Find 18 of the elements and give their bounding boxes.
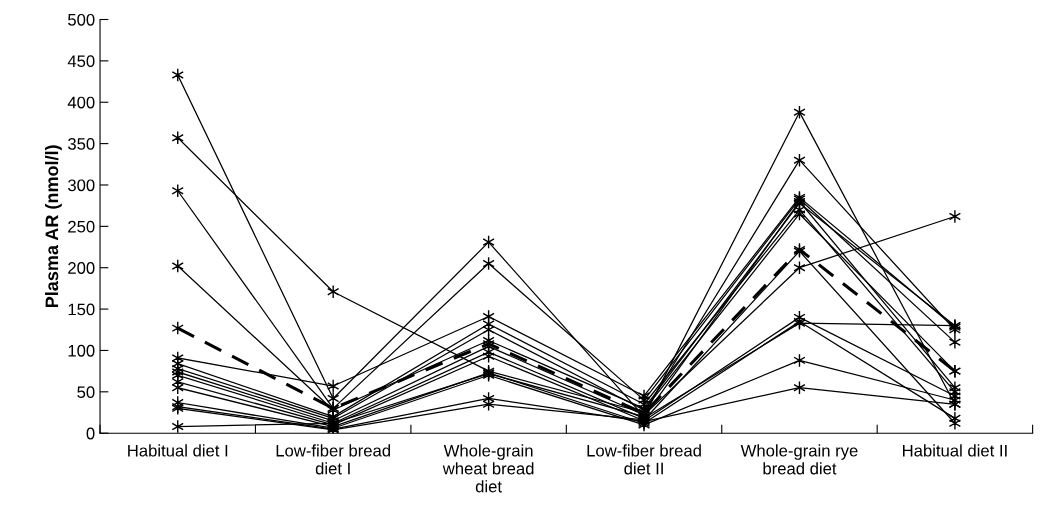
y-axis-title: Plasma AR (nmol/l): [44, 145, 62, 308]
y-tick-label: 300: [68, 179, 95, 192]
x-tick-label: Whole-grain wheat bread diet: [442, 444, 534, 493]
y-tick-label: 100: [68, 344, 95, 357]
y-tick-label: 200: [68, 262, 95, 274]
x-tick-label: Habitual diet I: [128, 444, 228, 457]
y-tick-label: 250: [68, 220, 95, 233]
x-tick-label: Low-fiber bread diet I: [276, 444, 391, 475]
y-tick-label: 350: [68, 138, 95, 150]
y-tick-label: 0: [86, 427, 95, 440]
y-tick-label: 400: [67, 96, 95, 109]
x-tick-label: Habitual diet II: [903, 444, 1007, 457]
x-tick-label: Whole-grain rye bread diet: [740, 444, 858, 475]
y-tick-label: 450: [67, 55, 95, 68]
y-tick-label: 50: [77, 386, 95, 399]
y-tick-label: 500: [68, 13, 95, 26]
x-tick-label: Low-fiber bread diet II: [587, 444, 701, 475]
y-tick-label: 150: [68, 303, 95, 316]
